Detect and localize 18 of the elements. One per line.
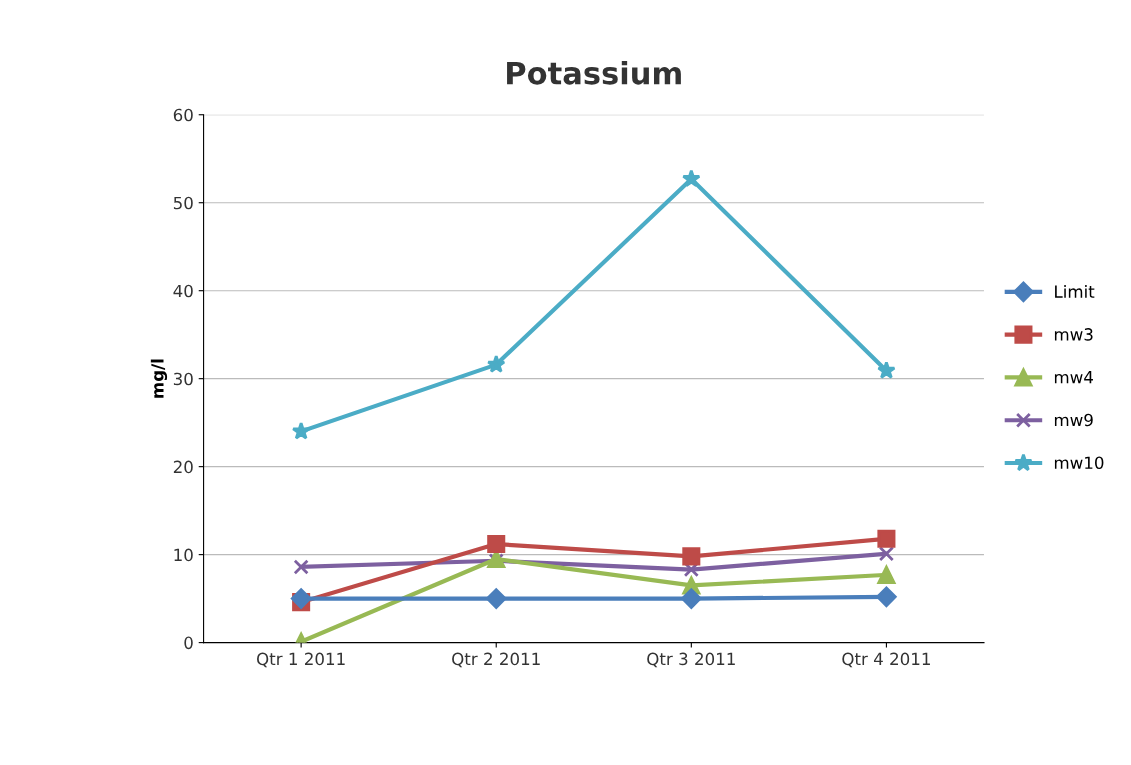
- y-tick-label: 30: [173, 372, 193, 386]
- x-tick-label: Qtr 3 2011: [647, 652, 735, 668]
- x-tick-label: Qtr 2 2011: [452, 652, 540, 668]
- legend-label: mw4: [1054, 371, 1093, 384]
- y-axis-title: mg/l: [150, 359, 168, 398]
- legend-label: mw10: [1054, 456, 1104, 470]
- y-tick-label: 20: [173, 460, 193, 474]
- y-tick-label: 10: [174, 548, 193, 562]
- y-tick-label: 0: [184, 636, 193, 650]
- legend-label: mw3: [1054, 328, 1093, 341]
- y-tick-label: 40: [173, 284, 193, 298]
- legend-label: mw9: [1054, 413, 1093, 427]
- chart-title: Potassium: [507, 60, 681, 85]
- legend-label: Limit: [1055, 285, 1095, 298]
- x-tick-label: Qtr 4 2011: [842, 652, 930, 668]
- y-tick-label: 60: [173, 108, 193, 122]
- y-tick-label: 50: [173, 196, 193, 210]
- x-tick-label: Qtr 1 2011: [257, 652, 345, 668]
